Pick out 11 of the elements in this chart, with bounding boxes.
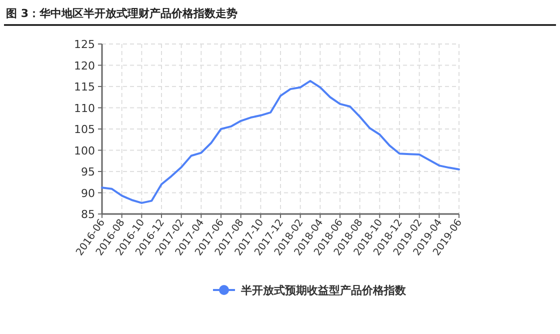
y-tick-label: 120 xyxy=(74,59,95,72)
y-tick-label: 95 xyxy=(81,166,95,178)
legend-label: 半开放式预期收益型产品价格指数 xyxy=(240,284,407,297)
y-tick-label: 85 xyxy=(81,208,95,221)
y-tick-label: 125 xyxy=(74,38,95,51)
y-tick-label: 110 xyxy=(74,102,95,115)
y-tick-label: 105 xyxy=(74,123,95,136)
chart-title: 图 3：华中地区半开放式理财产品价格指数走势 xyxy=(6,7,238,20)
y-tick-label: 115 xyxy=(74,80,95,94)
y-tick-label: 90 xyxy=(81,186,95,200)
y-tick-label: 100 xyxy=(74,144,95,158)
